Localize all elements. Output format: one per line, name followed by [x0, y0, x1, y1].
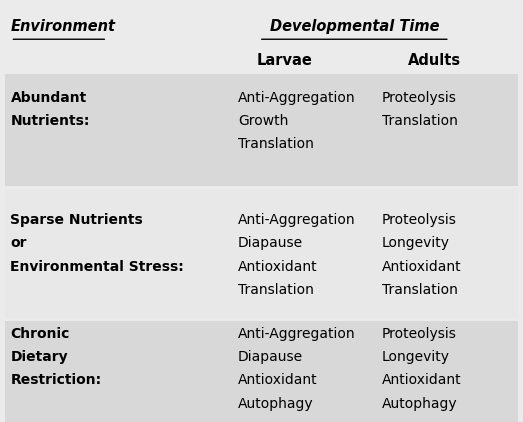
Text: Proteolysis: Proteolysis [382, 213, 457, 227]
Text: Antioxidant: Antioxidant [238, 373, 317, 387]
Text: Antioxidant: Antioxidant [238, 260, 317, 273]
Text: Abundant: Abundant [10, 91, 87, 105]
Text: Nutrients:: Nutrients: [10, 114, 90, 128]
Text: Sparse Nutrients: Sparse Nutrients [10, 213, 143, 227]
Text: Chronic: Chronic [10, 327, 70, 341]
Text: Translation: Translation [238, 283, 314, 297]
Bar [5, 189, 518, 318]
Text: Environmental Stress:: Environmental Stress: [10, 260, 184, 273]
Text: Restriction:: Restriction: [10, 373, 101, 387]
Text: Translation: Translation [238, 137, 314, 151]
Text: Anti-Aggregation: Anti-Aggregation [238, 213, 356, 227]
Text: Environment: Environment [10, 19, 116, 34]
Text: Antioxidant: Antioxidant [382, 260, 461, 273]
Text: Anti-Aggregation: Anti-Aggregation [238, 91, 356, 105]
Text: Proteolysis: Proteolysis [382, 91, 457, 105]
Text: Antioxidant: Antioxidant [382, 373, 461, 387]
Bar [5, 74, 518, 186]
Text: Autophagy: Autophagy [382, 397, 458, 411]
Text: Longevity: Longevity [382, 236, 450, 250]
Text: Autophagy: Autophagy [238, 397, 314, 411]
Text: Growth: Growth [238, 114, 288, 128]
Text: Developmental Time: Developmental Time [269, 19, 439, 34]
Text: Proteolysis: Proteolysis [382, 327, 457, 341]
Bar [5, 321, 518, 422]
Text: Larvae: Larvae [257, 53, 313, 68]
Text: or: or [10, 236, 27, 250]
Text: Diapause: Diapause [238, 350, 303, 364]
Text: Translation: Translation [382, 114, 458, 128]
Text: Dietary: Dietary [10, 350, 68, 364]
Text: Longevity: Longevity [382, 350, 450, 364]
Text: Translation: Translation [382, 283, 458, 297]
Text: Diapause: Diapause [238, 236, 303, 250]
Text: Anti-Aggregation: Anti-Aggregation [238, 327, 356, 341]
Text: Adults: Adults [407, 53, 461, 68]
